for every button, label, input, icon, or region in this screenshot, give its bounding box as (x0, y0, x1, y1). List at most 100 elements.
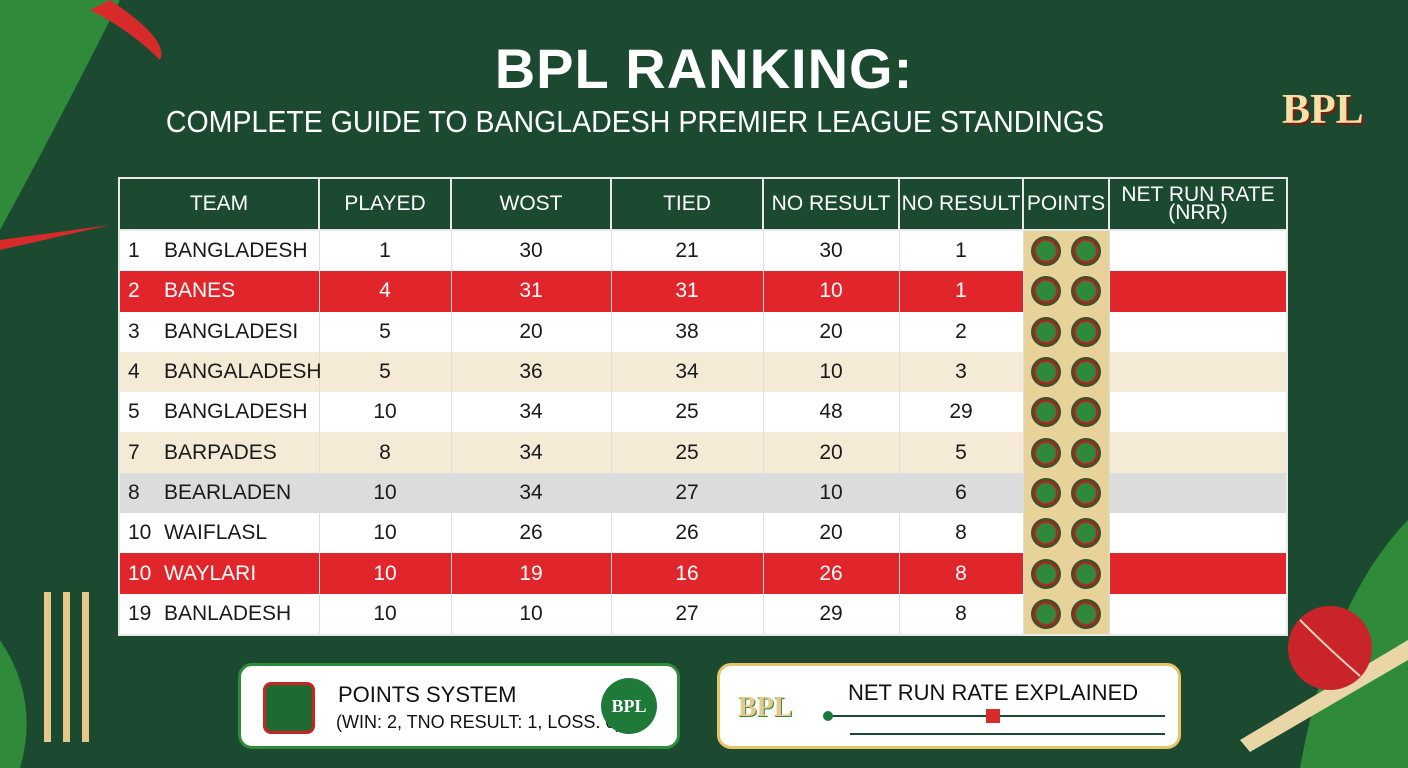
cell: 30 (762, 230, 899, 272)
badge (1071, 316, 1101, 347)
badge (1071, 437, 1101, 468)
table-row: 10 WAYLARI 10 19 16 26 8 (118, 553, 1287, 594)
cell: 10 (318, 593, 451, 635)
points-badges (1022, 553, 1109, 594)
cell: 1 (898, 271, 1023, 312)
badge (1071, 558, 1101, 589)
cell: 34 (450, 392, 611, 433)
table-row: 7 BARPADES 8 34 25 20 5 (118, 432, 1287, 473)
nrr-cell (1108, 351, 1287, 393)
column-header: WOST (450, 177, 612, 231)
cell: 16 (610, 553, 763, 594)
table-row: 5 BANGLADESH 10 34 25 48 29 (118, 392, 1287, 433)
team: BANGLADESH (164, 400, 308, 424)
badge (1071, 276, 1101, 307)
column-header: NO RESULT (898, 177, 1024, 231)
badge (1071, 236, 1101, 267)
nrr-cell (1108, 230, 1287, 272)
nrr-cell (1108, 392, 1287, 433)
cell: 10 (762, 271, 899, 312)
badge (1071, 397, 1101, 428)
points-badges (1022, 392, 1109, 433)
badge (1031, 397, 1061, 428)
rank: 1 (118, 230, 156, 272)
rank: 8 (118, 472, 156, 514)
stump (82, 592, 89, 742)
badge (1071, 477, 1101, 508)
table-body: 1 BANGLADESH 1 30 21 30 1 2 BANES 4 31 31 10 1 3 BANGLA… (118, 230, 1287, 635)
nrr-cell (1108, 553, 1287, 594)
column-header: PLAYED (318, 177, 452, 231)
cell: 1 (898, 230, 1023, 272)
cell: 5 (898, 432, 1023, 473)
team: BEARLADEN (156, 472, 319, 514)
cell: 27 (610, 593, 763, 635)
cell: 29 (762, 593, 899, 635)
swoosh (90, 0, 162, 60)
rank: 3 (118, 311, 156, 352)
badge (1031, 357, 1061, 388)
rank: 7 (118, 432, 156, 473)
column-header: POINTS (1022, 177, 1110, 231)
cell: 10 (450, 593, 611, 635)
points-badges (1022, 311, 1109, 352)
team: BANLADESH (164, 601, 292, 625)
swoosh (0, 640, 27, 768)
header-row: TEAM PLAYED WOST TIED NO RESULT NO RESULT POIN… (118, 177, 1288, 231)
column-header: TIED (610, 177, 764, 231)
cell: 31 (610, 271, 763, 312)
points-badges (1022, 432, 1109, 473)
team: BANES (156, 271, 319, 312)
team: BARPADES (156, 432, 319, 473)
table-row: 3 BANGLADESI 5 20 38 20 2 (118, 311, 1287, 352)
title: BPL RANKING: (494, 37, 914, 100)
team: BANGLADESH (164, 239, 308, 263)
points-badges (1022, 513, 1109, 554)
nrr-cell (1108, 513, 1287, 554)
table-row: 19 BANLADESH 10 10 27 29 8 (118, 593, 1287, 635)
rank: 2 (118, 271, 156, 312)
column-header: NO RESULT (762, 177, 900, 231)
badge (1031, 477, 1061, 508)
cell: 5 (318, 311, 451, 352)
points-badges (1022, 271, 1109, 312)
cell: 3 (898, 351, 1023, 393)
nrr-cell (1108, 432, 1287, 473)
cell: 34 (450, 472, 611, 514)
card-logo: BPL (601, 678, 657, 734)
points-badges (1022, 351, 1109, 393)
cell: 29 (898, 392, 1023, 433)
cell: 8 (898, 593, 1023, 635)
card-text: (WIN: 2, TNO RESULT: 1, LOSS. 0) (336, 712, 622, 732)
cell: 10 (762, 472, 899, 514)
points-card: POINTS SYSTEM (WIN: 2, TNO RESULT: 1, LO… (238, 663, 680, 749)
cell: 26 (450, 513, 611, 554)
badge (1031, 518, 1061, 549)
card-logo: BPL (738, 692, 793, 723)
table-row: 1 BANGLADESH 1 30 21 30 1 (118, 230, 1287, 272)
badge (1031, 558, 1061, 589)
cell: 8 (898, 513, 1023, 554)
stump (63, 592, 70, 742)
nrr-slider (823, 709, 1165, 735)
cell: 4 (318, 271, 451, 312)
subtitle: COMPLETE GUIDE TO BANGLADESH PREMIER LEA… (165, 104, 1105, 139)
cell: 38 (610, 311, 763, 352)
points-badges (1022, 230, 1109, 272)
team: WAYLARI (156, 553, 319, 594)
cell: 34 (450, 432, 611, 473)
points-badges (1022, 593, 1109, 635)
nrr-cell (1108, 472, 1287, 514)
cell: 20 (762, 513, 899, 554)
cell: 6 (898, 472, 1023, 514)
badge (1031, 236, 1061, 267)
cell: 21 (610, 230, 763, 272)
table-row: 10 WAIFLASL 10 26 26 20 8 (118, 513, 1287, 554)
card-title: POINTS SYSTEM (338, 682, 517, 707)
points-badges (1022, 472, 1109, 514)
column-header: TEAM (118, 177, 320, 231)
cell: 10 (318, 553, 451, 594)
cell: 48 (762, 392, 899, 433)
cell: 1 (318, 230, 451, 272)
